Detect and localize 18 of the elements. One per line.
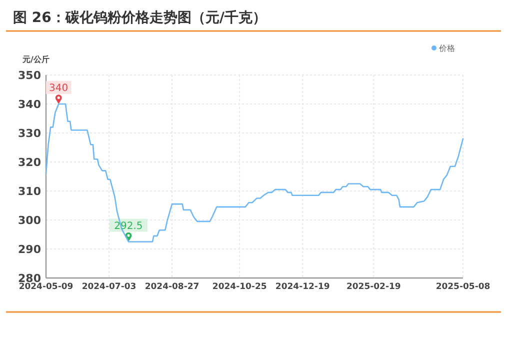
x-tick-label: 2024-12-19 (275, 282, 330, 292)
annotation: 340 (49, 83, 68, 94)
legend-label: 价格 (438, 44, 455, 53)
x-tick-label: 2024-10-25 (212, 282, 267, 292)
y-tick-label: 350 (18, 69, 42, 82)
y-tick-label: 300 (18, 214, 42, 227)
title: 图 26：碳化钨粉价格走势图（元/千克） (13, 10, 266, 26)
y-tick-label: 310 (18, 185, 42, 198)
x-tick-label: 2024-05-09 (18, 282, 74, 292)
x-tick-label: 2024-07-03 (82, 282, 136, 292)
x-tick-label: 2025-05-08 (436, 282, 490, 292)
y-tick-label: 290 (18, 243, 42, 256)
x-tick-label: 2024-08-27 (144, 282, 200, 292)
y-tick-label: 320 (18, 156, 42, 169)
y-axis-title: 元/公斤 (22, 55, 50, 64)
x-tick-label: 2025-02-19 (346, 282, 401, 292)
y-tick-label: 330 (18, 127, 42, 140)
y-tick-label: 340 (18, 98, 42, 111)
